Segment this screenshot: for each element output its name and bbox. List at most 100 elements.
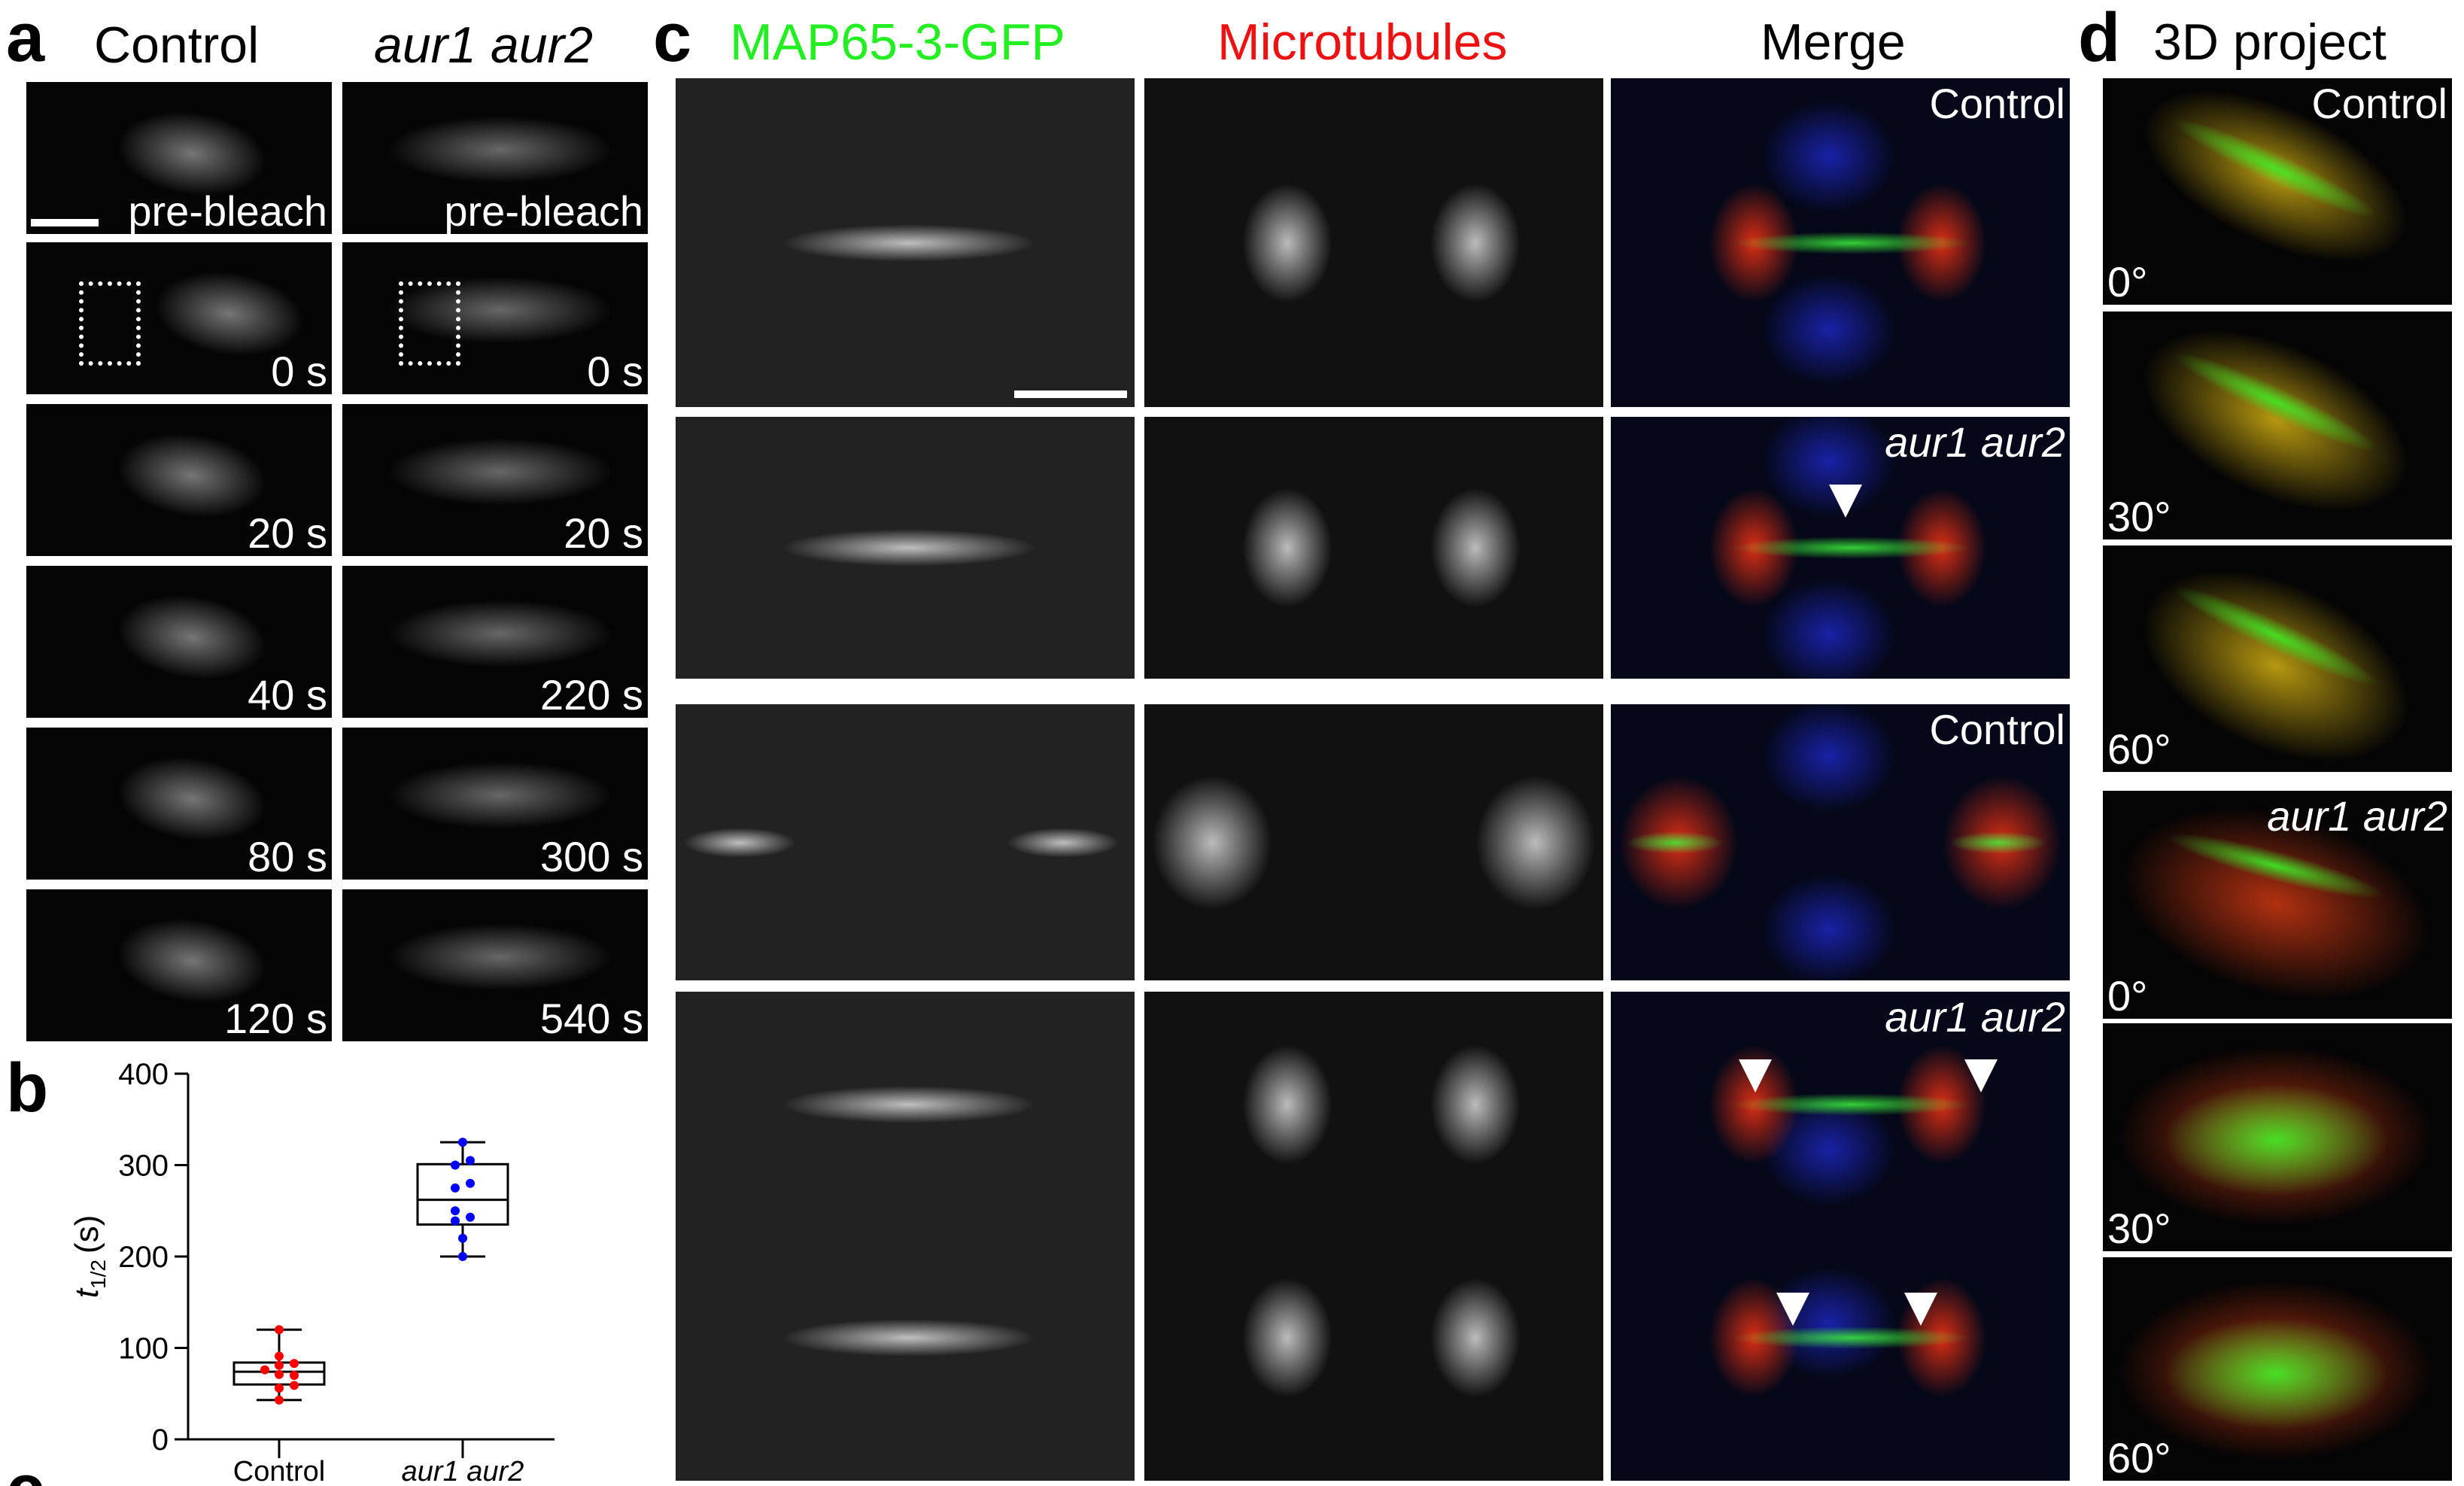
panel-label-b: b (6, 1050, 49, 1126)
data-point (451, 1206, 460, 1216)
bleach-roi (79, 281, 141, 366)
timepoint-label: 0 s (271, 348, 327, 394)
data-point (458, 1138, 467, 1147)
panel-label-a: a (6, 0, 45, 76)
gfp-image (676, 78, 1135, 407)
3d-projection-image: 60° (2103, 545, 2452, 772)
signal-blob (1430, 1278, 1521, 1398)
genotype-label: Control (1929, 706, 2065, 753)
signal-blob (1731, 536, 1972, 559)
frap-image: 300 s (342, 728, 648, 880)
timepoint-label: 300 s (540, 833, 643, 880)
panel-c-header-microtubules: Microtubules (1217, 14, 1508, 71)
data-point (451, 1160, 460, 1170)
panel-c-header-merge: Merge (1761, 14, 1906, 71)
merge-image: Control (1611, 704, 2070, 980)
genotype-label: aur1 aur2 (1885, 418, 2065, 466)
3d-projection-image: Control 0° (2103, 78, 2452, 305)
arrowhead-icon (1739, 1059, 1772, 1092)
signal-blob (2163, 1317, 2389, 1430)
signal-blob (387, 116, 613, 184)
gfp-image (676, 992, 1135, 1481)
arrowhead-icon (1964, 1059, 1998, 1092)
signal-blob (1242, 1278, 1332, 1398)
data-point (458, 1252, 467, 1261)
y-axis-label: t1/2(s) (68, 1215, 110, 1298)
y-tick-label: 0 (152, 1424, 169, 1457)
signal-blob (1242, 182, 1332, 303)
timepoint-label: pre-bleach (444, 187, 643, 234)
signal-blob (683, 827, 796, 858)
timepoint-label: 20 s (248, 509, 327, 556)
frap-image: pre-bleach (26, 82, 332, 234)
timepoint-label: 40 s (248, 671, 327, 718)
signal-blob (1430, 182, 1521, 303)
gfp-image (676, 417, 1135, 679)
genotype-label: aur1 aur2 (1885, 993, 2065, 1041)
y-tick-label: 400 (118, 1058, 169, 1091)
timepoint-label: 20 s (564, 509, 643, 556)
signal-blob (1475, 774, 1596, 910)
3d-projection-image: 30° (2103, 311, 2452, 539)
data-point (275, 1351, 284, 1361)
signal-blob (1731, 231, 1972, 254)
signal-blob (2163, 1083, 2389, 1196)
timepoint-label: 220 s (540, 671, 643, 718)
group-label: aur1 aur2 (2267, 792, 2447, 840)
angle-label: 30° (2107, 1205, 2171, 1251)
panel-label-c-cropped: c (6, 1451, 44, 1486)
scale-bar (1014, 390, 1127, 398)
signal-blob (1949, 831, 2047, 854)
data-point (260, 1365, 269, 1375)
timepoint-label: 120 s (224, 995, 327, 1041)
timepoint-label: pre-bleach (128, 187, 327, 234)
arrowhead-icon (1904, 1293, 1937, 1326)
data-point (275, 1383, 284, 1393)
data-point (290, 1370, 299, 1380)
frap-image: 0 s (26, 242, 332, 394)
data-point (466, 1212, 475, 1222)
microtubule-image (1144, 992, 1603, 1481)
microtubule-image (1144, 417, 1603, 679)
signal-blob (387, 276, 613, 344)
angle-label: 60° (2107, 1434, 2171, 1481)
signal-blob (1242, 488, 1332, 608)
3d-projection-image: 60° (2103, 1257, 2452, 1481)
panel-label-d: d (2078, 0, 2121, 76)
box-iqr (416, 1162, 509, 1226)
data-point (275, 1395, 284, 1405)
frap-image: 120 s (26, 889, 332, 1041)
timepoint-label: 540 s (540, 995, 643, 1041)
signal-blob (781, 1086, 1037, 1123)
data-point (466, 1178, 475, 1188)
group-label: Control (2311, 80, 2447, 127)
signal-blob (387, 923, 613, 991)
data-point (275, 1360, 284, 1370)
3d-projection-image: 30° (2103, 1023, 2452, 1251)
microtubule-image (1144, 704, 1603, 980)
signal-blob (1242, 1044, 1332, 1165)
scale-bar (31, 219, 99, 226)
frap-image: 220 s (342, 566, 648, 718)
panel-a-header-mutant: aur1 aur2 (374, 17, 594, 74)
signal-blob (1761, 99, 1897, 213)
frap-image: pre-bleach (342, 82, 648, 234)
signal-blob (1007, 827, 1120, 858)
y-tick-label: 100 (118, 1333, 169, 1366)
merge-image: aur1 aur2 (1611, 992, 2070, 1481)
timepoint-label: 0 s (587, 348, 643, 394)
timepoint-label: 80 s (248, 833, 327, 880)
frap-image: 80 s (26, 728, 332, 880)
microtubule-image (1144, 78, 1603, 407)
signal-blob (387, 761, 613, 829)
data-point (451, 1216, 460, 1226)
angle-label: 60° (2107, 725, 2171, 772)
gfp-image (676, 704, 1135, 980)
frap-image: 40 s (26, 566, 332, 718)
frap-image: 0 s (342, 242, 648, 394)
signal-blob (1761, 704, 1897, 813)
data-point (290, 1359, 299, 1369)
signal-blob (781, 1319, 1037, 1357)
y-tick-label: 200 (118, 1241, 169, 1274)
